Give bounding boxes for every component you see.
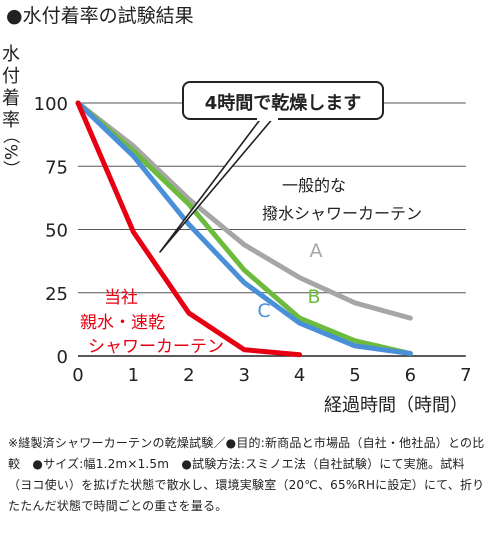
callout-box [182,81,384,120]
callout-gap [257,115,278,121]
series-line-当社 [75,100,303,358]
series-label: C [257,300,270,322]
y-tick-label: 25 [45,284,68,305]
series-line-A [75,100,413,321]
series-label-own: 親水・速乾 [80,313,165,333]
chart-title: ●水付着率の試験結果 [6,5,194,27]
x-tick-label: 3 [238,365,249,386]
x-tick-label: 5 [349,365,360,386]
y-tick-label: 100 [34,94,68,115]
y-axis-label-char: 水 [2,44,20,65]
x-tick-label: 6 [405,365,416,386]
x-tick-label: 0 [72,365,83,386]
y-tick-label: 75 [45,157,68,178]
series-label: A [310,240,323,262]
y-axis-label-char: 付 [2,66,20,87]
series-label-own: シャワーカーテン [88,337,224,357]
series-line-C [75,100,413,356]
annotation-general: 撥水シャワーカーテン [262,204,422,223]
series-line-B [75,100,413,356]
footnote: ※縫製済シャワーカーテンの乾燥試験／●目的:新商品と市場品（自社・他社品）との比… [8,436,485,513]
y-axis-label-unit: （%） [0,127,20,177]
y-axis-label-char: 率 [2,110,20,131]
x-tick-label: 1 [128,365,139,386]
y-tick-label: 50 [45,221,68,242]
series-label-own: 当社 [104,288,138,308]
callout-text: 4時間で乾燥します [205,92,362,114]
series-label: B [307,286,320,308]
x-tick-label: 7 [460,365,471,386]
chart: ●水付着率の試験結果 0 25 50 75 100 0 1 2 3 4 5 6 7 水付着率（%） 経過時間（… [0,5,472,416]
annotation-general: 一般的な [282,176,346,195]
x-axis-label: 経過時間（時間） [324,395,468,416]
x-tick-label: 2 [183,365,194,386]
y-axis-label-char: 着 [2,88,20,109]
x-tick-label: 4 [294,365,305,386]
y-tick-label: 0 [57,347,68,368]
